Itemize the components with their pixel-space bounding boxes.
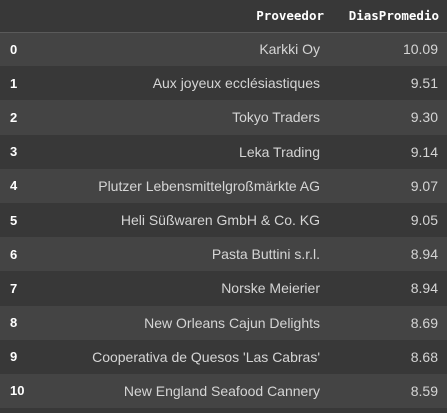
- row-index: 4: [10, 178, 18, 194]
- cell-proveedor: Karkki Oy: [259, 41, 320, 58]
- table-row: 7 Norske Meierier 8.94: [0, 271, 447, 306]
- row-index: 2: [10, 109, 18, 125]
- cell-proveedor: Plutzer Lebensmittelgroßmärkte AG: [98, 177, 320, 194]
- header-row: Proveedor DiasPromedio: [0, 0, 447, 33]
- row-index: 1: [10, 75, 18, 91]
- cell-diaspromedio: 9.30: [410, 109, 438, 126]
- cell-proveedor: Cooperativa de Quesos 'Las Cabras': [92, 348, 320, 365]
- cell-proveedor: New England Seafood Cannery: [123, 382, 320, 399]
- cell-diaspromedio: 8.59: [410, 382, 438, 399]
- table-row: 2 Tokyo Traders 9.30: [0, 100, 447, 135]
- cell-diaspromedio: 9.14: [410, 143, 438, 160]
- cell-proveedor: Heli Süßwaren GmbH & Co. KG: [120, 212, 320, 229]
- index-header: [0, 0, 50, 33]
- row-index: 0: [10, 41, 18, 57]
- table-body: 0 Karkki Oy 10.09 1 Aux joyeux ecclésiastiqu…: [0, 32, 447, 409]
- table-header: Proveedor DiasPromedio: [0, 0, 447, 33]
- cell-diaspromedio: 8.68: [410, 348, 438, 365]
- cell-proveedor: Pasta Buttini s.r.l.: [211, 246, 320, 263]
- table-row: 8 New Orleans Cajun Delights 8.69: [0, 305, 447, 340]
- cell-proveedor: New Orleans Cajun Delights: [144, 314, 320, 331]
- cell-proveedor: Leka Trading: [239, 143, 320, 160]
- cell-proveedor: Aux joyeux ecclésiastiques: [152, 75, 320, 92]
- row-index: 5: [10, 212, 18, 228]
- column-header-diaspromedio: DiasPromedio: [332, 0, 447, 33]
- row-index: 10: [10, 383, 25, 399]
- row-index: 6: [10, 246, 18, 262]
- cell-diaspromedio: 9.05: [410, 212, 438, 229]
- row-index: 7: [10, 280, 18, 296]
- cell-proveedor: Norske Meierier: [221, 280, 320, 297]
- cell-diaspromedio: 8.69: [410, 314, 438, 331]
- table-row: 9 Cooperativa de Quesos 'Las Cabras' 8.68: [0, 339, 447, 374]
- row-index: 9: [10, 349, 18, 365]
- cell-diaspromedio: 10.09: [402, 41, 438, 58]
- table-row: 5 Heli Süßwaren GmbH & Co. KG 9.05: [0, 202, 447, 238]
- column-header-proveedor: Proveedor: [50, 0, 332, 33]
- table-row: 6 Pasta Buttini s.r.l. 8.94: [0, 237, 447, 272]
- table-row: 0 Karkki Oy 10.09: [0, 32, 447, 67]
- cell-proveedor: Tokyo Traders: [232, 109, 320, 126]
- cell-diaspromedio: 9.07: [410, 177, 438, 194]
- row-index: 3: [10, 144, 18, 160]
- cell-diaspromedio: 8.94: [410, 280, 438, 297]
- cell-diaspromedio: 8.94: [410, 246, 438, 263]
- row-index: 8: [10, 315, 18, 331]
- table-row: 3 Leka Trading 9.14: [0, 134, 447, 169]
- cell-diaspromedio: 9.51: [410, 75, 438, 92]
- table-row: 1 Aux joyeux ecclésiastiques 9.51: [0, 66, 447, 101]
- table-row: 4 Plutzer Lebensmittelgroßmärkte AG 9.07: [0, 168, 447, 203]
- table-row: 10 New England Seafood Cannery 8.59: [0, 373, 447, 409]
